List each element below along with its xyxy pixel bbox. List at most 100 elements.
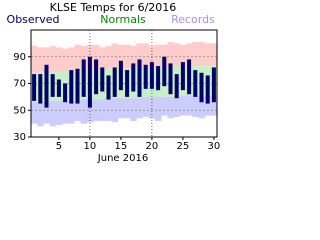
record-high-band bbox=[55, 47, 63, 72]
record-low-band bbox=[74, 100, 81, 121]
record-high-band bbox=[204, 43, 212, 67]
observed-bar bbox=[44, 64, 49, 108]
observed-bar bbox=[162, 56, 167, 87]
x-axis-label: June 2016 bbox=[97, 153, 148, 164]
record-high-band bbox=[179, 44, 187, 67]
record-low-band bbox=[142, 96, 150, 117]
record-high-band bbox=[37, 47, 44, 73]
record-high-band bbox=[130, 46, 137, 69]
record-high-band bbox=[117, 44, 125, 69]
chart-title: KLSE Temps for 6/2016 bbox=[50, 1, 177, 14]
record-low-band bbox=[99, 99, 106, 121]
observed-bar bbox=[137, 59, 142, 97]
record-low-band bbox=[111, 98, 119, 123]
observed-bar bbox=[156, 66, 161, 91]
record-low-band bbox=[179, 95, 187, 116]
observed-bar bbox=[56, 79, 61, 97]
record-low-band bbox=[62, 100, 69, 124]
observed-bar bbox=[149, 62, 154, 89]
x-tick-label: 5 bbox=[56, 141, 62, 152]
x-tick-label: 20 bbox=[146, 141, 159, 152]
record-low-band bbox=[186, 95, 193, 116]
record-high-band bbox=[142, 43, 150, 68]
record-low-band bbox=[124, 98, 131, 119]
observed-bar bbox=[174, 74, 179, 99]
record-low-band bbox=[80, 99, 88, 124]
record-high-band bbox=[43, 47, 50, 73]
record-low-band bbox=[155, 96, 162, 121]
x-tick-label: 15 bbox=[115, 141, 128, 152]
record-high-band bbox=[80, 46, 88, 71]
record-low-band bbox=[37, 102, 44, 127]
record-low-band bbox=[68, 100, 75, 124]
record-high-band bbox=[155, 44, 162, 68]
x-tick-label: 10 bbox=[84, 141, 97, 152]
observed-bar bbox=[143, 64, 148, 89]
observed-bar bbox=[125, 70, 130, 97]
observed-bar bbox=[193, 70, 198, 97]
observed-bar bbox=[187, 59, 192, 95]
record-low-band bbox=[31, 102, 38, 124]
record-low-band bbox=[136, 98, 143, 119]
y-tick-label: 50 bbox=[13, 105, 26, 116]
x-tick-label: 25 bbox=[177, 141, 190, 152]
observed-bar bbox=[94, 59, 99, 95]
record-low-band bbox=[43, 102, 50, 124]
record-low-band bbox=[192, 95, 199, 117]
record-high-band bbox=[136, 43, 143, 68]
record-high-band bbox=[198, 42, 205, 67]
observed-bar bbox=[32, 74, 37, 101]
y-tick-label: 30 bbox=[13, 132, 26, 143]
observed-bar bbox=[205, 75, 210, 104]
observed-bar bbox=[100, 67, 105, 92]
observed-bar bbox=[211, 67, 216, 103]
record-low-band bbox=[210, 95, 218, 116]
observed-bar bbox=[106, 75, 111, 100]
observed-bar bbox=[168, 63, 173, 95]
record-high-band bbox=[99, 47, 106, 71]
observed-bar bbox=[63, 83, 68, 103]
observed-bar bbox=[81, 59, 86, 97]
record-low-band bbox=[167, 96, 174, 119]
record-high-band bbox=[62, 48, 69, 72]
record-high-band bbox=[68, 47, 75, 72]
record-high-band bbox=[161, 44, 168, 68]
observed-bar bbox=[180, 62, 185, 91]
record-high-band bbox=[167, 42, 174, 68]
record-high-band bbox=[74, 44, 81, 71]
x-tick-label: 30 bbox=[208, 141, 221, 152]
record-low-band bbox=[198, 95, 205, 119]
observed-bar bbox=[69, 70, 74, 104]
record-low-band bbox=[161, 96, 168, 116]
record-high-band bbox=[31, 46, 38, 73]
record-low-band bbox=[55, 100, 63, 125]
y-tick-label: 70 bbox=[13, 79, 26, 90]
record-high-band bbox=[173, 43, 181, 67]
record-high-band bbox=[186, 43, 193, 67]
observed-bar bbox=[131, 63, 136, 92]
record-low-band bbox=[204, 95, 212, 116]
record-high-band bbox=[192, 42, 199, 67]
record-low-band bbox=[173, 96, 181, 117]
record-high-band bbox=[111, 43, 119, 69]
observed-bar bbox=[199, 72, 204, 103]
record-low-band bbox=[86, 99, 94, 123]
record-low-band bbox=[49, 100, 57, 127]
legend-entry: Records bbox=[171, 13, 215, 26]
observed-bar bbox=[118, 60, 123, 91]
record-low-band bbox=[117, 98, 125, 119]
observed-bar bbox=[50, 74, 55, 97]
observed-bar bbox=[87, 56, 92, 108]
observed-bar bbox=[75, 68, 80, 104]
record-high-band bbox=[210, 43, 218, 67]
record-high-band bbox=[93, 44, 100, 71]
record-low-band bbox=[148, 96, 156, 119]
record-low-band bbox=[130, 98, 137, 121]
chart: KLSE Temps for 6/2016 June 2016 30 50 70 90… bbox=[7, 1, 221, 164]
y-tick-label: 90 bbox=[13, 52, 26, 63]
observed-bar bbox=[38, 74, 43, 104]
legend-entry: Observed bbox=[7, 13, 60, 26]
record-high-band bbox=[49, 46, 57, 72]
observed-bar bbox=[112, 67, 117, 97]
record-high-band bbox=[105, 46, 112, 69]
